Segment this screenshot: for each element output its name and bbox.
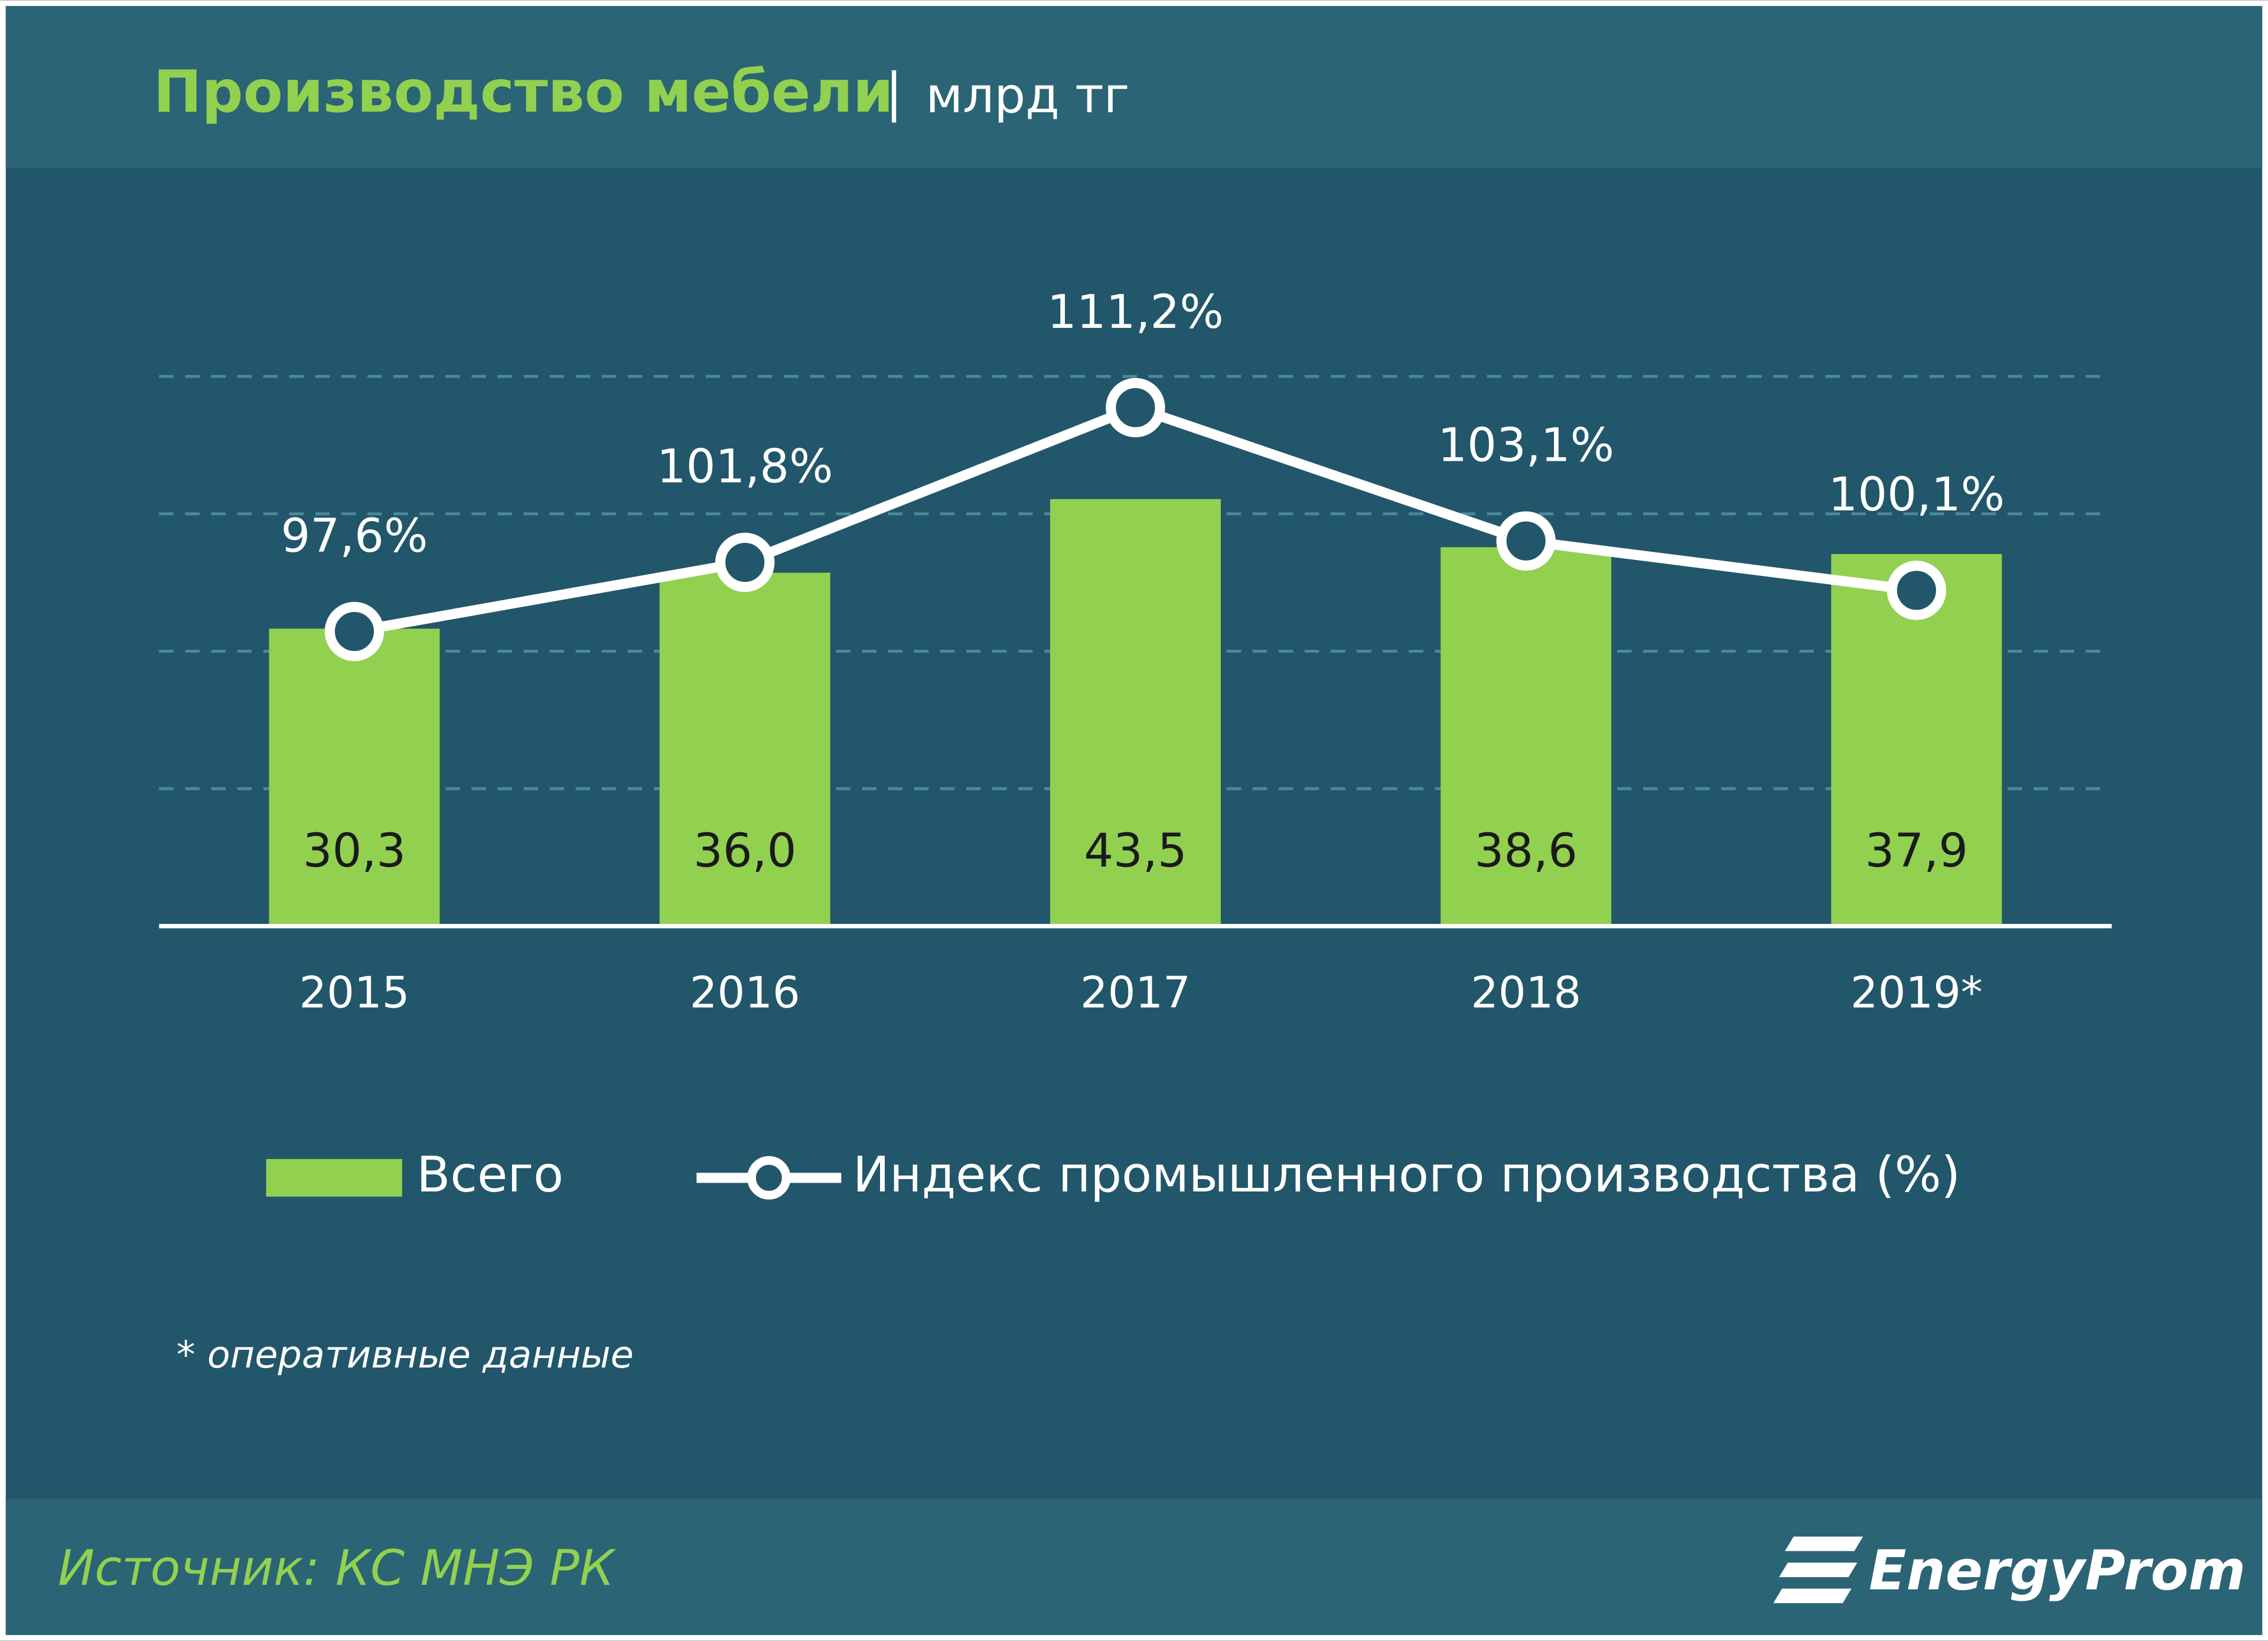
bar-value-label: 38,6 — [1474, 824, 1577, 878]
legend-label: Всего — [416, 1146, 563, 1203]
line-point — [1886, 561, 1947, 620]
line-value-label: 97,6% — [281, 509, 428, 563]
chart-subtitle: млрд тг — [926, 67, 1129, 124]
bar — [659, 572, 830, 926]
x-tick-label: 2019* — [1850, 968, 1983, 1018]
bar — [269, 629, 440, 926]
x-tick-label: 2015 — [299, 968, 410, 1018]
legend-marker — [747, 1156, 791, 1200]
bar — [1441, 547, 1612, 926]
logo: EnergyProm — [1869, 1538, 2246, 1602]
bar-value-label: 30,3 — [303, 824, 406, 878]
legend-swatch — [266, 1159, 402, 1197]
line-value-label: 100,1% — [1828, 468, 2005, 522]
line-point — [324, 601, 384, 662]
bar-value-label: 43,5 — [1084, 824, 1187, 878]
line-value-label: 101,8% — [657, 440, 833, 494]
line-value-label: 103,1% — [1438, 419, 1614, 473]
legend-label: Индекс промышленного производства (%) — [853, 1146, 1960, 1203]
x-tick-label: 2018 — [1471, 968, 1581, 1018]
line-point — [1496, 511, 1556, 571]
source: Источник: КС МНЭ РК — [58, 1539, 617, 1597]
title-separator: | — [885, 61, 903, 123]
bar — [1050, 499, 1221, 926]
x-tick-label: 2016 — [690, 968, 800, 1018]
line-point — [1106, 377, 1165, 438]
note: * оперативные данные — [177, 1333, 634, 1377]
line-value-label: 111,2% — [1047, 285, 1224, 339]
line-point — [715, 532, 775, 592]
chart-title: Производство мебели — [154, 58, 894, 126]
footer-band — [5, 1499, 2263, 1635]
bar-value-label: 36,0 — [693, 824, 796, 878]
x-tick-label: 2017 — [1080, 968, 1191, 1018]
logo-icon — [1773, 1536, 1863, 1603]
header-band — [5, 6, 2263, 168]
bar-value-label: 37,9 — [1865, 824, 1968, 878]
logo-stripes — [1773, 1536, 1863, 1603]
